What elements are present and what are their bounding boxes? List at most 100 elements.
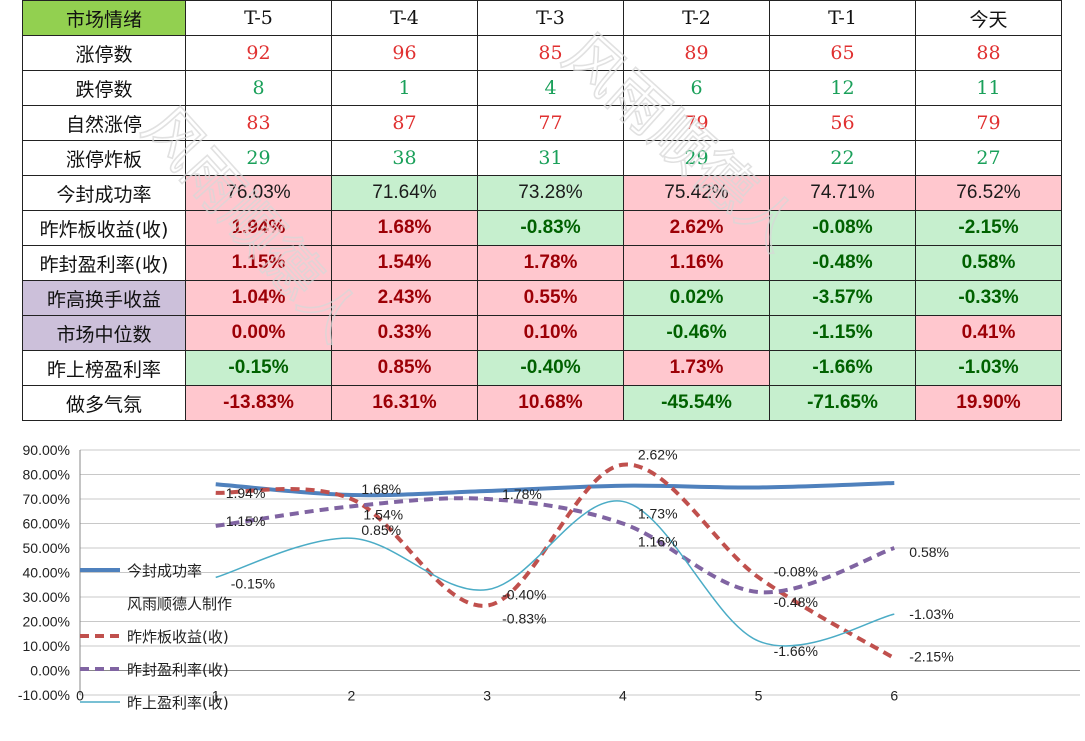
table-cell: 1.54% bbox=[331, 245, 478, 281]
y-tick-label: 80.00% bbox=[23, 467, 70, 483]
table-cell: 1.04% bbox=[185, 280, 332, 316]
table-cell: 29 bbox=[623, 140, 770, 176]
table-cell: -0.46% bbox=[623, 315, 770, 351]
table-cell: -1.66% bbox=[769, 350, 916, 386]
series-line-1 bbox=[215, 462, 896, 660]
table-cell: 77 bbox=[477, 105, 624, 141]
data-label: -0.48% bbox=[774, 594, 818, 610]
table-row: 今封成功率 76.03% 71.64% 73.28% 75.42% 74.71% 76.52… bbox=[22, 175, 1062, 211]
table-cell: -1.03% bbox=[915, 350, 1062, 386]
x-tick-label: 0 bbox=[76, 688, 84, 704]
table-cell: 0.33% bbox=[331, 315, 478, 351]
table-cell: 0.85% bbox=[331, 350, 478, 386]
table-cell: 11 bbox=[915, 70, 1062, 106]
column-header-1: T-4 bbox=[331, 0, 478, 36]
data-label: 0.85% bbox=[361, 522, 401, 538]
y-tick-label: 30.00% bbox=[23, 589, 70, 605]
table-cell: 89 bbox=[623, 35, 770, 71]
y-tick-label: 10.00% bbox=[23, 638, 70, 654]
row-label: 涨停数 bbox=[22, 35, 186, 71]
y-tick-label: 90.00% bbox=[23, 442, 70, 458]
legend-entry: 昨炸板收益(收) bbox=[127, 628, 229, 646]
row-label: 今封成功率 bbox=[22, 175, 186, 211]
table-row: 涨停数 92 96 85 89 65 88 bbox=[22, 35, 1062, 71]
table-cell: 92 bbox=[185, 35, 332, 71]
data-label: -1.03% bbox=[909, 606, 953, 622]
table-cell: 1.73% bbox=[623, 350, 770, 386]
row-label: 跌停数 bbox=[22, 70, 186, 106]
table-cell: -0.15% bbox=[185, 350, 332, 386]
table-cell: 31 bbox=[477, 140, 624, 176]
data-label: 1.68% bbox=[361, 481, 401, 497]
table-cell: 87 bbox=[331, 105, 478, 141]
y-tick-label: 60.00% bbox=[23, 516, 70, 532]
table-cell: 1.16% bbox=[623, 245, 770, 281]
legend-entry: 昨封盈利率(收) bbox=[127, 661, 229, 679]
table-cell: -3.57% bbox=[769, 280, 916, 316]
table-cell: 8 bbox=[185, 70, 332, 106]
line-chart: -10.00% 0.00% 10.00% 20.00% 30.00% 40.00% 50.0… bbox=[18, 442, 1080, 712]
table-cell: 56 bbox=[769, 105, 916, 141]
table-row: 涨停炸板 29 38 31 29 22 27 bbox=[22, 140, 1062, 176]
table-cell: 2.62% bbox=[623, 210, 770, 246]
table-row: 昨上榜盈利率 -0.15% 0.85% -0.40% 1.73% -1.66% -1.03% bbox=[22, 350, 1062, 386]
table-cell: 88 bbox=[915, 35, 1062, 71]
table-cell: 79 bbox=[915, 105, 1062, 141]
y-tick-label: 70.00% bbox=[23, 491, 70, 507]
data-label: -2.15% bbox=[909, 648, 953, 664]
row-label: 昨高换手收益 bbox=[22, 280, 186, 316]
table-cell: 71.64% bbox=[331, 175, 478, 211]
y-tick-label: 0.00% bbox=[30, 663, 70, 679]
row-label: 昨炸板收益(收) bbox=[22, 210, 186, 246]
data-label: 1.78% bbox=[502, 486, 542, 502]
column-header-0: T-5 bbox=[185, 0, 332, 36]
x-tick-label: 1 bbox=[212, 688, 220, 704]
table-cell: 0.10% bbox=[477, 315, 624, 351]
row-label: 昨封盈利率(收) bbox=[22, 245, 186, 281]
data-label: 1.94% bbox=[226, 485, 266, 501]
series-line-2 bbox=[215, 496, 895, 595]
table-row: 昨高换手收益 1.04% 2.43% 0.55% 0.02% -3.57% -0.33% bbox=[22, 280, 1062, 316]
column-header-5: 今天 bbox=[915, 0, 1062, 36]
y-tick-label: 40.00% bbox=[23, 565, 70, 581]
x-axis: 0 1 2 3 4 5 6 bbox=[76, 688, 898, 704]
table-cell: 1.78% bbox=[477, 245, 624, 281]
header-row: 市场情绪 T-5 T-4 T-3 T-2 T-1 今天 bbox=[22, 0, 1062, 36]
table-cell: 75.42% bbox=[623, 175, 770, 211]
table-row: 昨封盈利率(收) 1.15% 1.54% 1.78% 1.16% -0.48% 0.58% bbox=[22, 245, 1062, 281]
data-label: -0.08% bbox=[774, 563, 818, 579]
table-cell: 83 bbox=[185, 105, 332, 141]
table-cell: 74.71% bbox=[769, 175, 916, 211]
x-tick-label: 6 bbox=[890, 688, 898, 704]
table-cell: 65 bbox=[769, 35, 916, 71]
table-row: 跌停数 8 1 4 6 12 11 bbox=[22, 70, 1062, 106]
x-tick-label: 5 bbox=[755, 688, 763, 704]
table-cell: 16.31% bbox=[331, 385, 478, 421]
table-cell: 0.58% bbox=[915, 245, 1062, 281]
table-cell: -71.65% bbox=[769, 385, 916, 421]
market-sentiment-table: 市场情绪 T-5 T-4 T-3 T-2 T-1 今天 涨停数 92 96 85 89 65 88 跌停数 8… bbox=[22, 0, 1062, 421]
table-cell: 76.52% bbox=[915, 175, 1062, 211]
table-cell: -13.83% bbox=[185, 385, 332, 421]
y-tick-label: -10.00% bbox=[18, 687, 70, 703]
table-cell: 79 bbox=[623, 105, 770, 141]
table-cell: 73.28% bbox=[477, 175, 624, 211]
table-row: 昨炸板收益(收) 1.94% 1.68% -0.83% 2.62% -0.08% -2.15… bbox=[22, 210, 1062, 246]
table-cell: -0.48% bbox=[769, 245, 916, 281]
table-cell: 1 bbox=[331, 70, 478, 106]
table-cell: -0.83% bbox=[477, 210, 624, 246]
data-label: 1.73% bbox=[638, 505, 678, 521]
column-header-3: T-2 bbox=[623, 0, 770, 36]
table-cell: -0.40% bbox=[477, 350, 624, 386]
row-label: 涨停炸板 bbox=[22, 140, 186, 176]
table-row: 市场中位数 0.00% 0.33% 0.10% -0.46% -1.15% 0.41% bbox=[22, 315, 1062, 351]
table-cell: 27 bbox=[915, 140, 1062, 176]
x-tick-label: 4 bbox=[619, 688, 627, 704]
table-cell: -0.08% bbox=[769, 210, 916, 246]
table-cell: 22 bbox=[769, 140, 916, 176]
column-header-4: T-1 bbox=[769, 0, 916, 36]
data-label: -0.83% bbox=[502, 611, 546, 627]
table-cell: 0.00% bbox=[185, 315, 332, 351]
